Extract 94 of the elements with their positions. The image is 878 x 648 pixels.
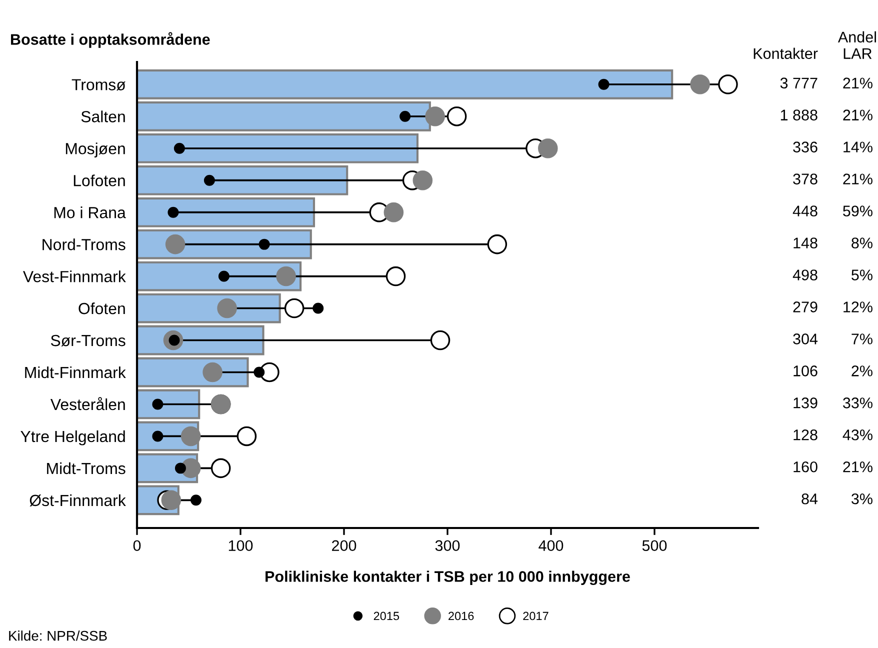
y-tick-label: Vest-Finnmark bbox=[23, 270, 126, 282]
text: 498 bbox=[792, 270, 818, 280]
text: 43% bbox=[842, 429, 872, 440]
legend-label: 2016 bbox=[448, 612, 474, 620]
text: 1 888 bbox=[780, 110, 818, 120]
y-tick-label: Sør-Troms bbox=[50, 334, 126, 346]
point bbox=[165, 234, 186, 254]
point bbox=[386, 266, 406, 286]
point bbox=[217, 298, 237, 318]
x-tick-label: 400 bbox=[538, 540, 564, 552]
x-tick-label: 300 bbox=[435, 540, 460, 552]
point bbox=[276, 266, 296, 286]
text: 21% bbox=[843, 461, 872, 472]
y-tick-label: Midt-Finnmark bbox=[25, 366, 126, 378]
point bbox=[174, 142, 185, 154]
x-tick-label: 0 bbox=[133, 540, 141, 552]
text: 148 bbox=[794, 238, 818, 248]
point bbox=[254, 366, 265, 378]
point bbox=[204, 174, 215, 186]
point bbox=[218, 270, 230, 282]
text: 279 bbox=[793, 302, 818, 312]
text: 7% bbox=[852, 334, 872, 344]
point bbox=[180, 426, 201, 446]
x-tick-label: 200 bbox=[332, 540, 356, 552]
text: 8% bbox=[852, 238, 872, 248]
point bbox=[168, 206, 179, 218]
text: 128 bbox=[794, 429, 818, 440]
legend-label: 2017 bbox=[523, 612, 548, 620]
text: 21% bbox=[843, 174, 872, 184]
y-tick-label: Salten bbox=[81, 110, 125, 122]
text: 33% bbox=[843, 398, 872, 408]
y-tick-label: Mosjøen bbox=[66, 142, 125, 158]
text: 21% bbox=[843, 110, 872, 120]
point bbox=[161, 490, 182, 510]
bar bbox=[137, 389, 200, 420]
text: 14% bbox=[844, 142, 872, 152]
bar bbox=[137, 133, 419, 164]
point bbox=[538, 138, 558, 158]
text: 3% bbox=[852, 493, 872, 504]
x-tick-label: 100 bbox=[228, 540, 253, 552]
y-tick-label: Vesterålen bbox=[50, 397, 125, 410]
point bbox=[446, 106, 467, 126]
point bbox=[258, 238, 270, 250]
point bbox=[152, 398, 164, 410]
text: 378 bbox=[793, 174, 818, 184]
point bbox=[400, 110, 411, 122]
y-tick-label: Øst-Finnmark bbox=[30, 494, 126, 506]
text: 84 bbox=[802, 493, 818, 504]
point bbox=[430, 330, 450, 350]
text: 304 bbox=[793, 334, 818, 344]
y-tick-label: Ytre Helgeland bbox=[20, 430, 125, 446]
point bbox=[236, 426, 257, 446]
point bbox=[190, 494, 202, 506]
point bbox=[152, 430, 164, 442]
bar bbox=[137, 69, 674, 100]
point bbox=[718, 74, 738, 94]
text: 59% bbox=[843, 206, 872, 216]
y-tick-label: Lofoten bbox=[74, 174, 125, 186]
text: 2% bbox=[852, 366, 872, 376]
text: 448 bbox=[792, 206, 818, 216]
text: Kontakter bbox=[754, 48, 818, 59]
y-tick-label: Midt-Troms bbox=[47, 462, 126, 474]
text: 12% bbox=[844, 302, 872, 312]
point bbox=[202, 362, 222, 382]
text: Kilde: NPR/SSB bbox=[9, 630, 107, 641]
y-tick-label: Nord-Troms bbox=[42, 238, 126, 250]
text: Andel LAR bbox=[838, 31, 876, 59]
y-tick-label: Ofoten bbox=[78, 302, 125, 314]
x-axis-title: Polikliniske kontakter i TSB per 10 000 innbyggere bbox=[266, 570, 630, 586]
point bbox=[487, 234, 508, 254]
text: 106 bbox=[794, 366, 818, 376]
chart-title: Bosatte i opptaksområdene bbox=[11, 32, 210, 48]
point bbox=[312, 302, 324, 314]
point bbox=[425, 106, 445, 126]
x-tick-label: 500 bbox=[642, 540, 667, 552]
point bbox=[284, 298, 304, 318]
bar bbox=[137, 293, 281, 324]
text: 160 bbox=[794, 461, 818, 472]
bar bbox=[137, 165, 348, 196]
point bbox=[690, 74, 710, 94]
text: 21% bbox=[843, 78, 872, 88]
y-tick-label: Mo i Rana bbox=[54, 206, 126, 218]
point bbox=[412, 170, 433, 190]
text: 139 bbox=[794, 398, 818, 408]
point bbox=[210, 458, 231, 478]
point bbox=[174, 462, 186, 474]
point bbox=[384, 202, 404, 222]
y-tick-label: Tromsø bbox=[72, 79, 126, 90]
text: 3 777 bbox=[780, 78, 818, 88]
point bbox=[598, 78, 610, 90]
legend-label: 2015 bbox=[374, 612, 400, 620]
bar bbox=[137, 197, 316, 228]
text: 336 bbox=[793, 142, 818, 152]
text: 5% bbox=[852, 270, 872, 280]
